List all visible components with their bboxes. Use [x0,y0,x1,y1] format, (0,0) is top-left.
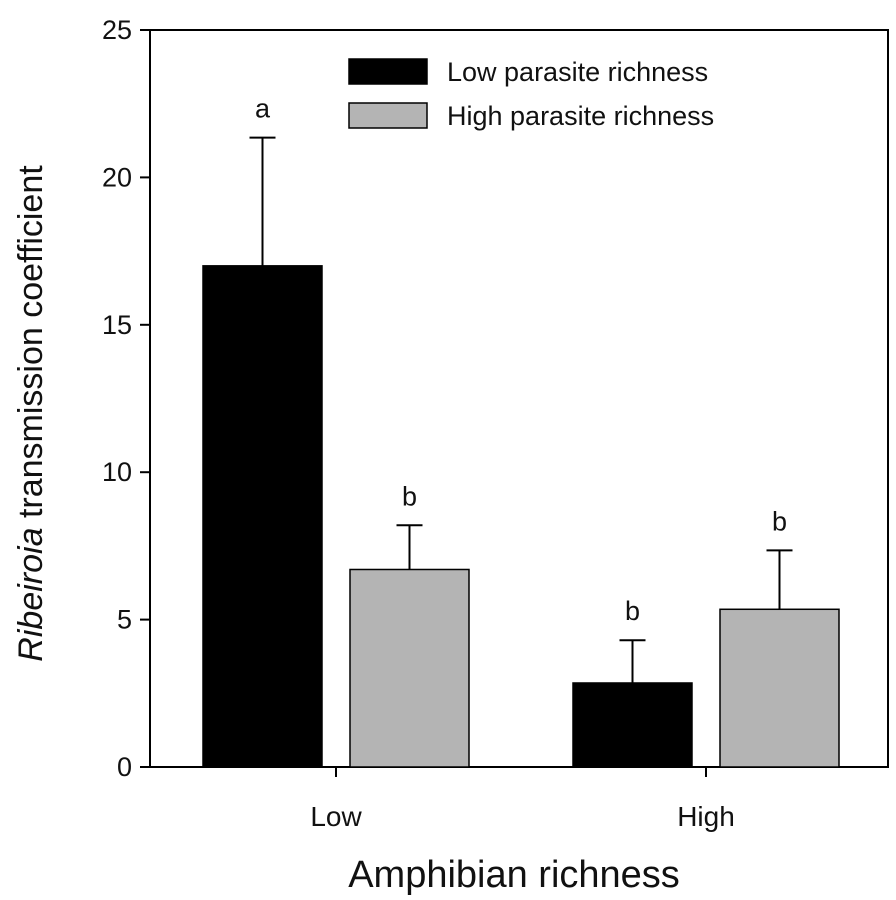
y-tick-label: 15 [102,310,132,340]
y-tick-label: 0 [117,752,132,782]
x-tick-label: High [677,801,735,832]
x-axis-title: Amphibian richness [348,854,680,896]
significance-letter: a [255,94,271,124]
significance-letters: a b b b [255,94,787,627]
y-tick-label: 25 [102,15,132,45]
y-tick-label: 20 [102,162,132,192]
bar [719,608,840,768]
legend-swatch [348,102,428,129]
significance-letter: b [402,481,417,511]
y-tick-label: 5 [117,605,132,635]
x-tick-label: Low [310,801,362,832]
y-axis: 0 5 10 15 20 25 [102,15,150,782]
y-tick-label: 10 [102,457,132,487]
y-axis-title: Ribeiroia transmission coefficient [12,165,50,662]
legend-label: High parasite richness [447,101,714,131]
legend: Low parasite richness High parasite richn… [348,57,714,131]
y-axis-title-rest: transmission coefficient [12,165,50,528]
error-bars [249,136,793,683]
legend-label: Low parasite richness [447,57,708,87]
y-axis-title-italic: Ribeiroia [12,528,50,662]
plot-frame [149,29,889,768]
x-axis: Low High [310,767,735,832]
bar [572,682,693,768]
significance-letter: b [772,506,787,536]
legend-swatch [348,58,428,85]
bars [202,265,840,768]
significance-letter: b [625,596,640,626]
bar [349,568,470,768]
plot-area: 0 5 10 15 20 25 Low High a b b b [102,15,889,832]
bar [202,265,323,768]
